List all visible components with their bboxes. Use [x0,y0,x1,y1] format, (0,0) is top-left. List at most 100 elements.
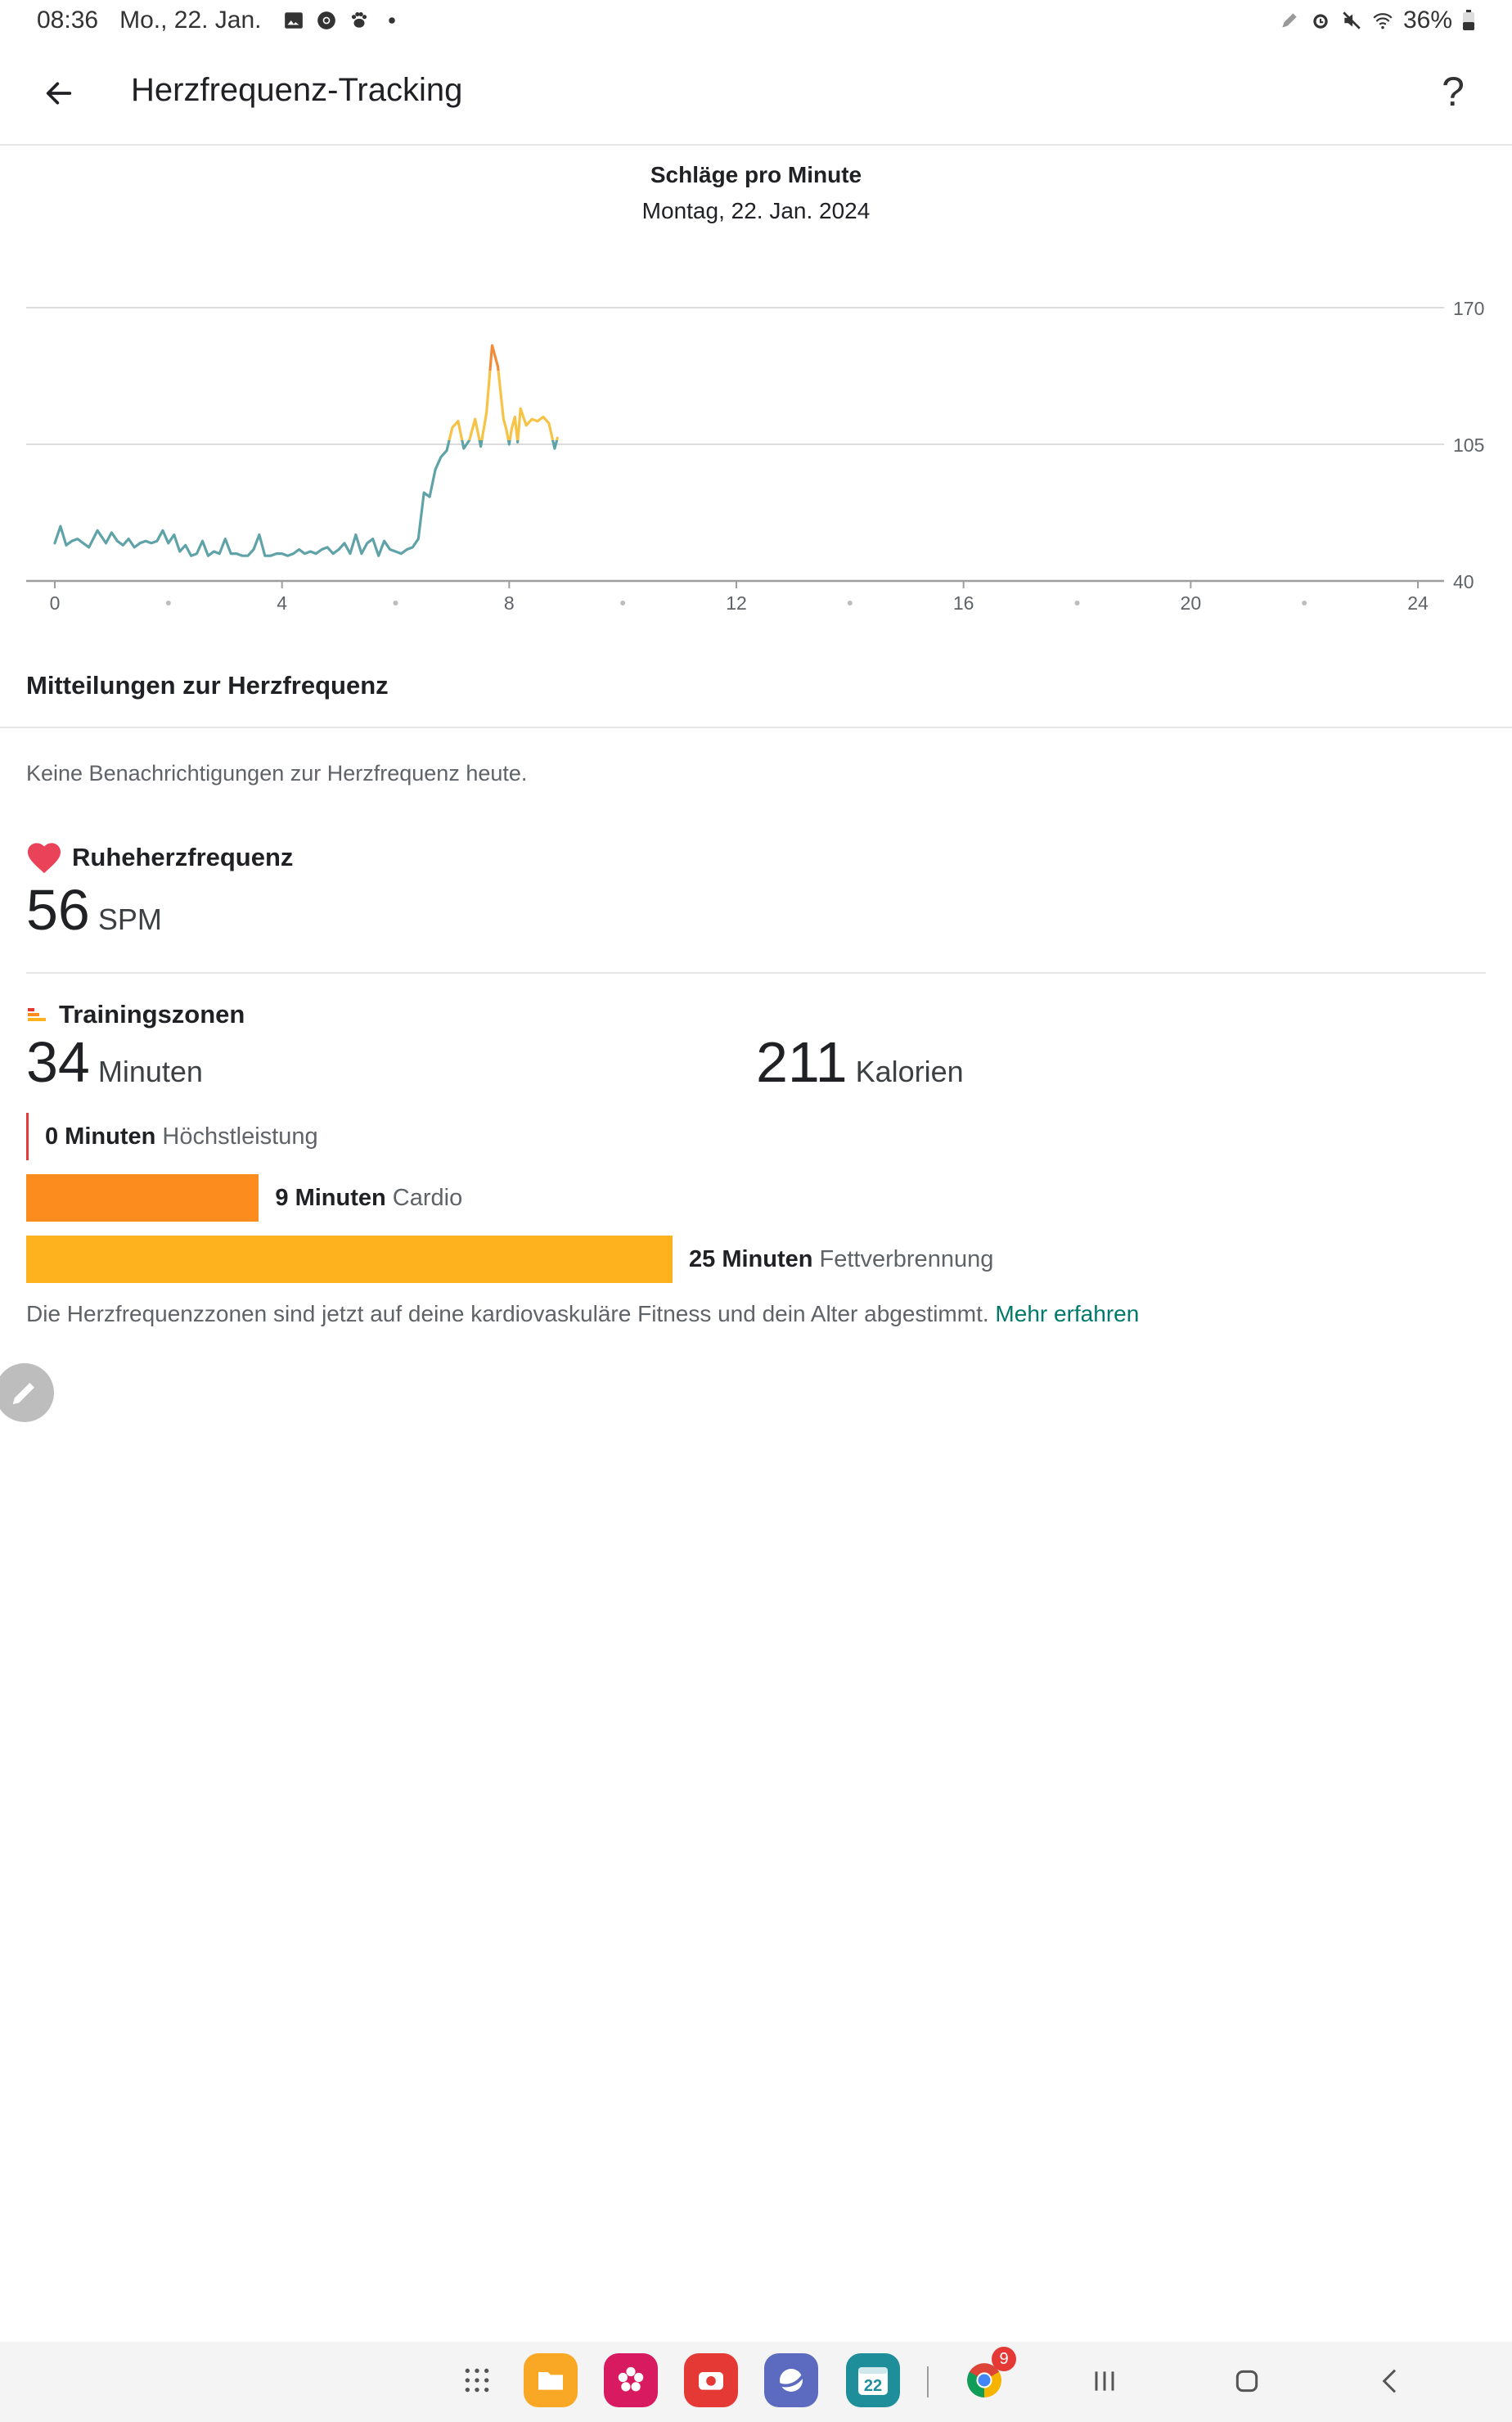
status-time: 08:36 [37,7,99,34]
chrome-icon [317,11,335,29]
zone-fatburn-text: 25 Minuten Fettverbrennung [689,1245,994,1272]
zone-minutes-unit: Minuten [97,1055,203,1088]
learn-more-link[interactable]: Mehr erfahren [995,1301,1140,1326]
pencil-icon [12,1382,35,1405]
divider [26,972,1486,974]
heart-rate-chart[interactable]: 0 4 8 12 16 20 24 40 105 170 [0,270,1512,630]
calendar-day-text: 22 [864,2377,882,2395]
app-bar: Herzfrequenz-Tracking ? [0,43,1512,146]
zone-peak-row: 0 Minuten Höchstleistung [26,1113,318,1160]
dot-icon [388,17,395,24]
chrome-app[interactable]: 9 [957,2347,1016,2407]
x-minor-tick [847,601,853,606]
home-button[interactable] [1222,2357,1271,2406]
resting-hr-value-group: 56 SPM [26,877,162,943]
x-tick-label: 16 [953,592,974,614]
status-date: Mo., 22. Jan. [119,7,262,34]
x-tick-label: 4 [277,592,287,614]
chart-grid [26,307,1444,583]
taskbar: 22 9 [0,2342,1512,2422]
x-minor-tick [620,601,626,606]
image-icon [284,12,303,29]
taskbar-separator [927,2366,929,2397]
heart-rate-line [53,344,559,557]
resting-hr-label: Ruheherzfrequenz [72,843,294,871]
apps-grid-icon [465,2368,489,2393]
pen-icon [1282,13,1297,28]
alarm-icon [1313,14,1328,29]
chart-x-axis: 0 4 8 12 16 20 24 [50,581,1429,614]
home-icon [1235,2370,1258,2393]
chart-subtitle: Montag, 22. Jan. 2024 [641,198,871,223]
chrome-badge: 9 [992,2347,1016,2371]
status-bar-right: 36% [1279,7,1475,34]
status-bar-left: 08:36 Mo., 22. Jan. [37,7,403,34]
zone-cardio-text: 9 Minuten Cardio [275,1184,463,1211]
mute-icon [1343,11,1361,29]
zone-minutes-group: 34 Minuten [26,1029,203,1095]
calories-group: 211 Kalorien [756,1029,964,1095]
y-tick-label: 40 [1453,571,1474,592]
zones-info-note: Die Herzfrequenzzonen sind jetzt auf dei… [26,1301,1139,1327]
wifi-icon [1373,13,1393,29]
recents-button[interactable] [1080,2357,1129,2406]
zone-fatburn-bar [26,1236,673,1283]
back-nav-icon [1382,2369,1397,2393]
x-minor-tick [1074,601,1080,606]
y-tick-label: 170 [1453,298,1484,319]
zones-icon [28,1008,46,1021]
gallery-icon [618,2366,644,2392]
training-zones-label: Trainingszonen [59,1000,245,1029]
zone-peak-bar [26,1113,29,1160]
calories-unit: Kalorien [855,1055,964,1088]
back-button[interactable] [33,67,85,119]
recents-icon [1095,2371,1114,2391]
help-button[interactable]: ? [1442,69,1465,115]
divider [0,727,1512,728]
resting-hr-value: 56 [26,878,90,942]
status-bar: 08:36 Mo., 22. Jan. 36% [0,0,1512,43]
chrome-icon [967,2363,1001,2397]
x-minor-tick [393,601,398,606]
zone-cardio-bar [26,1174,259,1222]
x-minor-tick [165,601,171,606]
x-tick-label: 8 [504,592,515,614]
resting-hr-header[interactable]: Ruheherzfrequenz [26,841,293,874]
samsung-internet-icon [779,2369,804,2392]
training-zones-header[interactable]: Trainingszonen [26,1000,245,1029]
calories-value: 211 [756,1030,848,1094]
x-tick-label: 12 [726,592,747,614]
gallery-app[interactable] [604,2353,658,2407]
x-minor-tick [1302,601,1307,606]
x-tick-label: 24 [1407,592,1429,614]
zone-peak-text: 0 Minuten Höchstleistung [45,1123,318,1150]
my-files-icon [538,2372,563,2390]
zone-minutes-value: 34 [26,1030,90,1094]
edit-button[interactable] [0,1363,54,1422]
back-nav-button[interactable] [1366,2357,1415,2406]
zone-fatburn-row: 25 Minuten Fettverbrennung [26,1236,993,1283]
samsung-internet-app[interactable] [764,2353,818,2407]
paw-icon [351,11,367,28]
arrow-left-icon [46,82,72,105]
chart-title: Schläge pro Minute [650,162,862,187]
resting-hr-unit: SPM [97,903,162,936]
heart-icon [28,843,61,874]
apps-grid-button[interactable] [450,2353,504,2407]
zones-info-text: Die Herzfrequenzzonen sind jetzt auf dei… [26,1301,989,1326]
battery-percentage: 36% [1402,7,1452,34]
calendar-app[interactable]: 22 [846,2353,900,2407]
y-tick-label: 105 [1453,434,1484,456]
screen-recorder-app[interactable] [684,2353,738,2407]
chart-y-axis: 40 105 170 [1453,298,1484,592]
page-title: Herzfrequenz-Tracking [131,72,463,108]
my-files-app[interactable] [524,2353,578,2407]
calendar-icon: 22 [858,2367,888,2395]
zone-cardio-row: 9 Minuten Cardio [26,1174,462,1222]
notifications-heading: Mitteilungen zur Herzfrequenz [26,671,389,700]
screen-recorder-icon [699,2372,723,2390]
status-notification-icons [283,10,403,31]
notifications-empty-text: Keine Benachrichtigungen zur Herzfrequen… [26,761,528,786]
x-tick-label: 20 [1181,592,1202,614]
x-tick-label: 0 [50,592,61,614]
